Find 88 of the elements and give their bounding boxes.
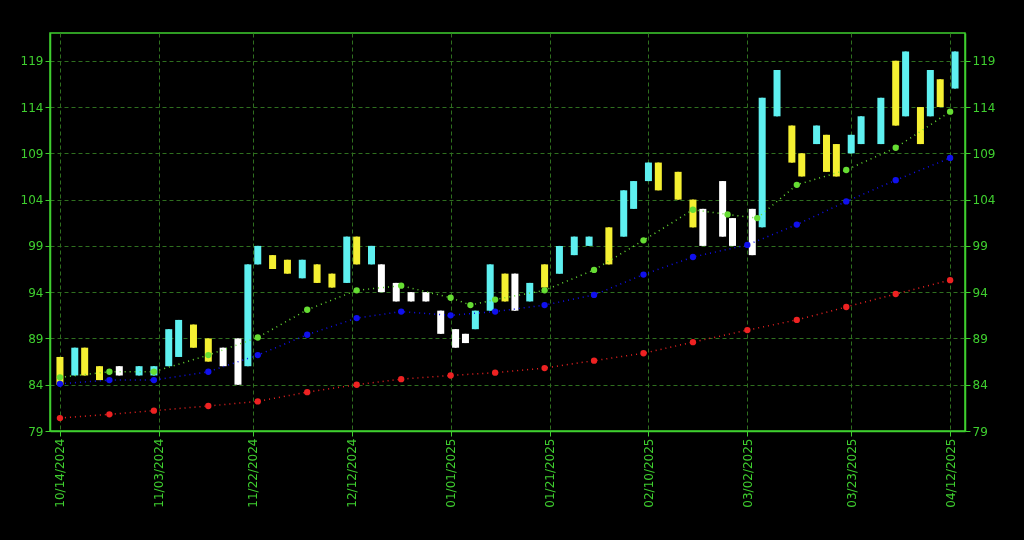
y-tick-label: 94	[28, 285, 44, 300]
candlestick	[452, 328, 460, 349]
y2-tick-label: 114	[972, 100, 996, 115]
point	[205, 368, 212, 375]
y2-tick-label: 79	[972, 424, 988, 439]
y2-tick-label: 84	[972, 378, 988, 393]
point	[744, 241, 751, 249]
x-tick-label: 11/03/2024	[152, 438, 167, 508]
point	[205, 402, 212, 410]
point	[689, 253, 697, 261]
point	[56, 380, 64, 387]
point	[150, 376, 158, 384]
y-tick-label: 114	[20, 100, 44, 115]
y-tick-label: 84	[28, 378, 44, 393]
y2-tick-label: 109	[972, 146, 996, 161]
point	[150, 407, 158, 414]
point	[843, 198, 850, 205]
point	[106, 376, 113, 384]
point	[447, 312, 454, 319]
point	[590, 266, 598, 274]
y2-tick-label: 104	[972, 193, 996, 208]
point	[946, 108, 954, 115]
point	[541, 301, 548, 309]
point	[254, 334, 261, 341]
point	[56, 414, 64, 422]
point	[744, 326, 751, 334]
point	[689, 206, 697, 213]
point	[590, 291, 598, 299]
point	[754, 214, 761, 222]
y-tick-label: 99	[28, 239, 44, 254]
y-tick-label: 89	[28, 331, 44, 346]
y-tick-label: 119	[20, 54, 44, 69]
y2-tick-label: 94	[972, 285, 988, 300]
point	[689, 338, 697, 346]
point	[590, 357, 598, 364]
point	[724, 211, 731, 218]
y2-tick-label: 89	[972, 331, 988, 346]
x-tick-label: 11/22/2024	[246, 438, 261, 508]
point	[640, 271, 647, 278]
y2-tick-label: 99	[972, 239, 988, 254]
point	[447, 294, 454, 301]
point	[353, 381, 360, 388]
point	[793, 181, 800, 188]
y-tick-label: 104	[20, 193, 44, 208]
point	[353, 287, 360, 294]
x-tick-label: 04/12/2025	[943, 438, 958, 508]
point	[491, 308, 499, 315]
point	[793, 221, 800, 228]
point	[353, 314, 360, 322]
point	[541, 364, 548, 372]
x-tick-label: 03/23/2025	[844, 438, 859, 508]
candlestick	[313, 263, 321, 284]
point	[491, 369, 499, 376]
point	[106, 411, 113, 418]
point	[398, 376, 405, 383]
point	[398, 282, 405, 289]
point	[304, 331, 311, 338]
point	[254, 351, 261, 359]
point	[843, 166, 850, 174]
x-tick-label: 01/21/2025	[543, 438, 558, 508]
point	[304, 306, 311, 313]
point	[447, 372, 454, 379]
point	[892, 177, 899, 184]
point	[56, 374, 64, 381]
x-tick-label: 10/14/2024	[53, 438, 68, 508]
point	[254, 398, 261, 405]
y2-tick-label: 119	[972, 54, 996, 69]
point	[304, 388, 311, 396]
x-tick-label: 02/10/2025	[641, 438, 656, 508]
x-tick-label: 12/12/2024	[345, 438, 360, 508]
point	[398, 308, 405, 315]
point	[640, 350, 647, 357]
x-tick-label: 03/02/2025	[740, 438, 755, 508]
point	[205, 351, 212, 359]
x-tick-label: 01/01/2025	[444, 438, 459, 508]
point	[843, 303, 850, 311]
point	[640, 237, 647, 244]
point	[541, 287, 548, 294]
point	[491, 296, 499, 303]
point	[892, 144, 899, 151]
point	[946, 276, 954, 284]
y-tick-label: 79	[28, 424, 44, 439]
point	[892, 290, 899, 298]
point	[793, 316, 800, 324]
point	[106, 368, 113, 375]
y-tick-label: 109	[20, 146, 44, 161]
point	[946, 154, 954, 162]
point	[467, 301, 474, 309]
